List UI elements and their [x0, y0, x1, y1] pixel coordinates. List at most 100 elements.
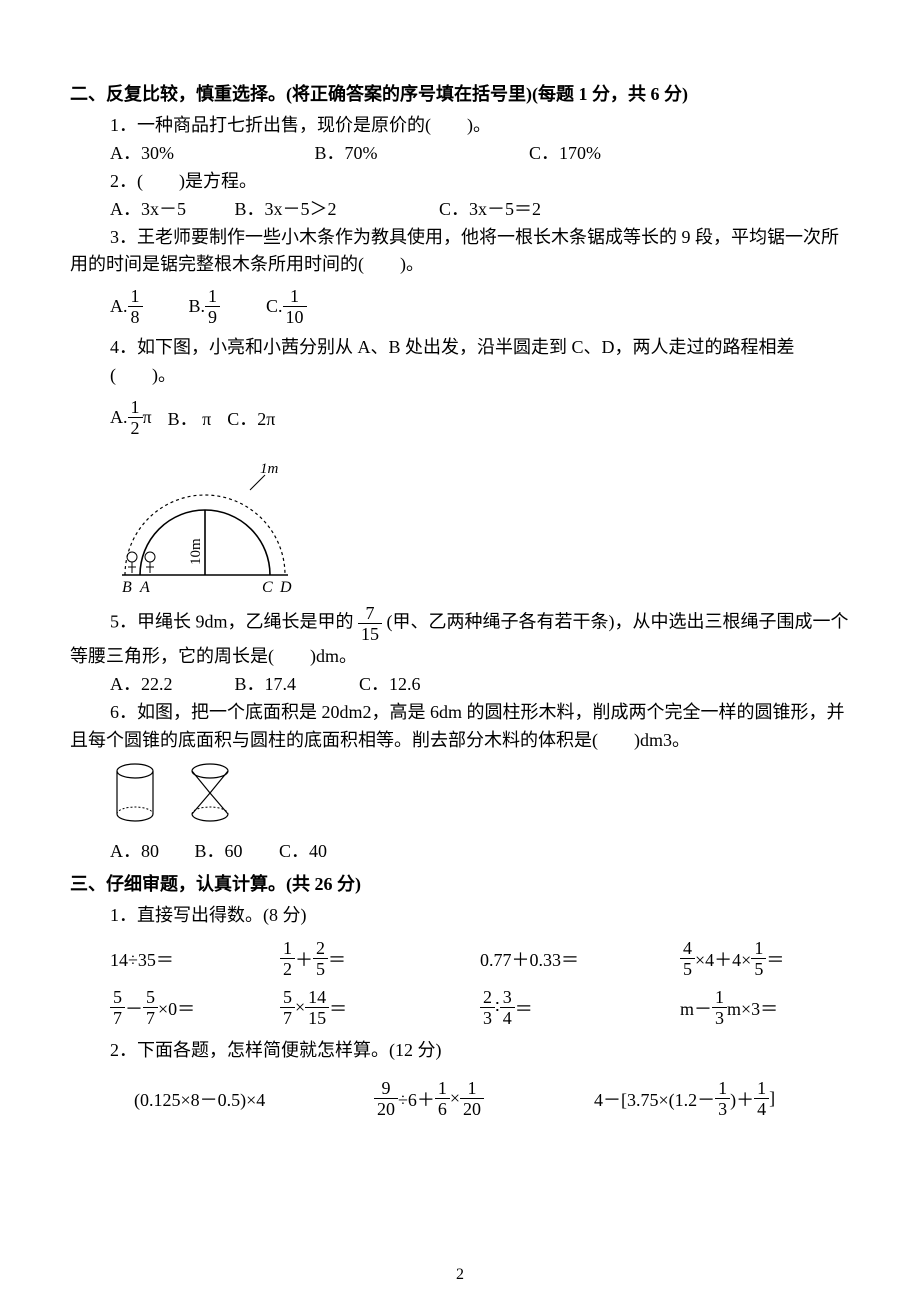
frac-num: 14 [305, 988, 329, 1007]
op: × [295, 997, 305, 1018]
semicircle-svg: 1m 10m B A C D [110, 445, 310, 595]
p2-row: (0.125×8－0.5)×4 920 ÷6＋ 16 × 120 4－[3.75… [134, 1079, 850, 1118]
frac-den: 2 [128, 417, 143, 437]
frac-num: 1 [460, 1079, 484, 1098]
p1-r1-c4: 45 ×4＋4× 15 ＝ [680, 939, 784, 978]
label-c: C [262, 579, 273, 595]
p2-e3: 4－[3.75×(1.2－ 13 )＋ 14 ] [594, 1079, 775, 1118]
frac-num: 1 [280, 939, 295, 958]
frac-den: 5 [751, 958, 766, 978]
p1-r2-c1: 57 － 57 ×0＝ [110, 988, 280, 1027]
label-a: A [139, 579, 150, 595]
pre: m－ [680, 995, 712, 1021]
label-b: B [122, 579, 132, 595]
q4-b: B． π [168, 405, 212, 431]
op: ＋ [295, 946, 313, 972]
post: ×0＝ [158, 995, 195, 1021]
label-d: D [279, 579, 292, 595]
section2-header: 二、反复比较，慎重选择。(将正确答案的序号填在括号里)(每题 1 分，共 6 分… [70, 80, 850, 106]
frac-num: 3 [500, 988, 515, 1007]
frac-den: 3 [715, 1098, 730, 1118]
q5-line1: 5．甲绳长 9dm，乙绳长是甲的 7 15 (甲、乙两种绳子各有若干条)，从中选… [110, 604, 850, 643]
fraction: 1 9 [205, 287, 220, 326]
p2-e2: 920 ÷6＋ 16 × 120 [374, 1079, 594, 1118]
frac-num: 5 [280, 988, 295, 1007]
eq: ＝ [766, 946, 784, 972]
eq: ＝ [515, 995, 533, 1021]
frac-den: 7 [280, 1007, 295, 1027]
frac-den: 3 [712, 1007, 727, 1027]
op: － [125, 995, 143, 1021]
q5-pre: 5．甲绳长 9dm，乙绳长是甲的 [110, 612, 354, 632]
page-number: 2 [0, 1266, 920, 1284]
q4-c: C．2π [227, 405, 275, 431]
q2-b: B．3x－5＞2 [235, 196, 435, 224]
eq: ＝ [328, 946, 346, 972]
frac-den: 4 [500, 1007, 515, 1027]
mid: )＋ [730, 1086, 754, 1112]
frac-den: 15 [358, 623, 382, 643]
frac-den: 20 [460, 1098, 484, 1118]
q2-a: A．3x－5 [110, 196, 230, 224]
frac-den: 6 [435, 1098, 450, 1118]
frac-den: 5 [313, 958, 328, 978]
frac-num: 5 [143, 988, 158, 1007]
frac-num: 5 [110, 988, 125, 1007]
q5-a: A．22.2 [110, 671, 230, 699]
q5-choices: A．22.2 B．17.4 C．12.6 [110, 671, 850, 699]
q3-c: C. 1 10 [266, 287, 307, 326]
p2-e1: (0.125×8－0.5)×4 [134, 1086, 374, 1112]
q1-text: 1．一种商品打七折出售，现价是原价的( )。 [110, 112, 850, 140]
frac-num: 1 [128, 398, 143, 417]
frac-den: 7 [110, 1007, 125, 1027]
p1-r2-c3: 23 ∶ 34 ＝ [480, 988, 680, 1027]
fraction: 7 15 [358, 604, 382, 643]
frac-den: 15 [305, 1007, 329, 1027]
frac-den: 20 [374, 1098, 398, 1118]
frac-num: 1 [712, 988, 727, 1007]
p1-r1-c1: 14÷35＝ [110, 946, 280, 972]
q1-choices: A．30% B．70% C．170% [110, 140, 850, 168]
q5-c: C．12.6 [359, 671, 421, 699]
frac-num: 1 [205, 287, 220, 306]
p1-r2-c2: 57 × 1415 ＝ [280, 988, 480, 1027]
frac-num: 1 [128, 287, 143, 306]
q6-choices: A．80 B．60 C．40 [110, 838, 850, 866]
p1-r1-c3: 0.77＋0.33＝ [480, 946, 680, 972]
frac-num: 1 [283, 287, 307, 306]
q1-b: B．70% [315, 140, 525, 168]
frac-den: 9 [205, 306, 220, 326]
q6-text-line2: 且每个圆锥的底面积与圆柱的底面积相等。削去部分木料的体积是( )dm3。 [70, 727, 850, 755]
p1-row2: 57 － 57 ×0＝ 57 × 1415 ＝ 23 ∶ 34 ＝ m－ 13 … [110, 988, 850, 1027]
q3-b: B. 1 9 [189, 287, 221, 326]
q3-text-line1: 3．王老师要制作一些小木条作为教具使用，他将一根长木条锯成等长的 9 段，平均锯… [110, 224, 850, 252]
q3-choices: A. 1 8 B. 1 9 C. 1 10 [110, 287, 850, 326]
frac-num: 1 [754, 1079, 769, 1098]
q2-choices: A．3x－5 B．3x－5＞2 C．3x－5＝2 [110, 196, 850, 224]
frac-den: 7 [143, 1007, 158, 1027]
frac-den: 4 [754, 1098, 769, 1118]
q6-diagram [110, 759, 850, 834]
fraction: 1 8 [128, 287, 143, 326]
label-10m: 10m [188, 538, 204, 565]
op: ÷6＋ [398, 1086, 435, 1112]
p1-title: 1．直接写出得数。(8 分) [110, 902, 850, 930]
frac-num: 2 [480, 988, 495, 1007]
q6-b: B．60 [195, 838, 275, 866]
frac-den: 10 [283, 306, 307, 326]
eq: ＝ [329, 995, 347, 1021]
frac-num: 1 [751, 939, 766, 958]
frac-num: 4 [680, 939, 695, 958]
frac-den: 5 [680, 958, 695, 978]
q3-a-label: A. [110, 296, 128, 317]
section3-header: 三、仔细审题，认真计算。(共 26 分) [70, 870, 850, 896]
p2-title: 2．下面各题，怎样简便就怎样算。(12 分) [110, 1037, 850, 1065]
pre: 4－[3.75×(1.2－ [594, 1086, 715, 1112]
q2-text: 2．( )是方程。 [110, 168, 850, 196]
mid: ×4＋4× [695, 946, 751, 972]
q5-b: B．17.4 [235, 671, 355, 699]
frac-den: 3 [480, 1007, 495, 1027]
frac-den: 8 [128, 306, 143, 326]
frac-den: 2 [280, 958, 295, 978]
q3-c-label: C. [266, 296, 283, 317]
